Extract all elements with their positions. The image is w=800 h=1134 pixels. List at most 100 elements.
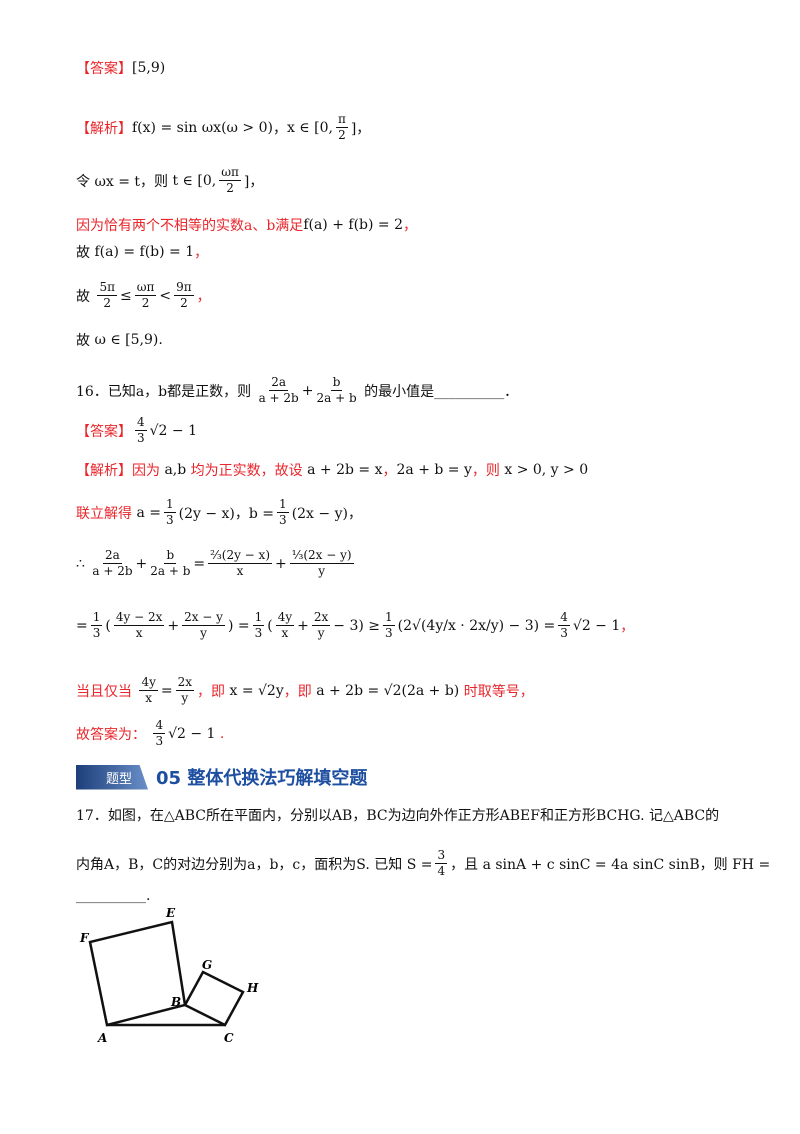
- denominator: 2: [226, 181, 234, 195]
- text-line: __________.: [76, 888, 150, 904]
- numerator: 5π: [97, 280, 117, 296]
- text-segment: <: [159, 287, 172, 304]
- text-segment: ) =: [227, 617, 250, 634]
- denominator: 3: [137, 431, 145, 445]
- numerator: 4: [135, 415, 147, 431]
- text-segment: a + 2b = x: [307, 462, 383, 478]
- numerator: 2a: [103, 548, 122, 564]
- text-segment: 内角A，B，C的对边分别为a，b，c，面积为S. 已知 S =: [76, 856, 433, 873]
- fraction: 4y x: [275, 610, 295, 641]
- heading-title: 05 整体代换法巧解填空题: [156, 768, 368, 789]
- numerator: 3: [435, 848, 448, 864]
- numerator: 2x: [175, 675, 195, 691]
- numerator: 9π: [174, 280, 194, 296]
- text-line: 故答案为： 4 3 √2 − 1 .: [76, 718, 224, 749]
- denominator: 3: [385, 626, 393, 640]
- text-segment: .: [215, 725, 225, 742]
- text-line: 因为恰有两个不相等的实数a、b满足 f(a) + f(b) = 2，: [76, 215, 417, 235]
- denominator: 3: [165, 513, 174, 527]
- denominator: x: [145, 691, 153, 705]
- text-segment: ，即: [283, 683, 317, 700]
- text-segment: f(a) + f(b) = 2: [303, 217, 404, 233]
- text-segment: a,b: [164, 462, 187, 478]
- fraction: 4y − 2x x: [113, 610, 165, 641]
- text-segment: 时取等号，: [459, 683, 534, 700]
- numerator: 1: [383, 610, 395, 626]
- text-segment: 故: [76, 288, 95, 305]
- fraction: 2a a + 2b: [92, 548, 132, 579]
- text-segment: 17．如图，在△ABC所在平面内，分别以AB，BC为边向外作正方形ABEF和正方…: [76, 808, 720, 824]
- text-segment: (2x − y)，: [291, 505, 362, 522]
- point-label: F: [79, 931, 90, 945]
- numerator: ωπ: [219, 165, 241, 181]
- denominator: 3: [560, 626, 568, 640]
- text-segment: ]，: [243, 173, 264, 190]
- text-segment: =: [193, 555, 206, 572]
- denominator: 3: [155, 734, 164, 748]
- numerator: 1: [252, 610, 265, 626]
- text-segment: t ∈ [0,: [172, 172, 217, 189]
- text-segment: x > 0, y > 0: [504, 462, 589, 478]
- numerator: 4: [558, 610, 570, 626]
- fraction: ωπ 2: [219, 165, 241, 196]
- fraction: b 2a + b: [316, 375, 356, 406]
- text-segment: 【答案】: [76, 61, 132, 77]
- text-segment: 【解析】: [76, 120, 132, 137]
- text-line: 联立解得 a = 1 3 (2y − x)，b = 1 3 (2x − y)，: [76, 497, 362, 528]
- fraction: b 2a + b: [150, 548, 190, 579]
- text-line: ∴ 2a a + 2b + b 2a + b = ⅔(2y − x) x + ⅓(2x − y) y: [76, 548, 357, 579]
- text-segment: a =: [136, 504, 161, 521]
- numerator: ⅓(2x − y): [289, 548, 354, 564]
- text-segment: ∴: [76, 555, 90, 572]
- text-segment: √2 − 1: [572, 617, 621, 634]
- text-line: 故 f(a) = f(b) = 1，: [76, 242, 208, 262]
- text-segment: (: [267, 617, 273, 634]
- text-segment: 故答案为：: [76, 726, 151, 743]
- text-line: 17．如图，在△ABC所在平面内，分别以AB，BC为边向外作正方形ABEF和正方…: [76, 805, 719, 825]
- text-segment: √2 − 1: [149, 422, 198, 439]
- text-segment: 【答案】: [76, 423, 132, 440]
- text-segment: +: [135, 555, 148, 572]
- denominator: 2: [141, 296, 150, 310]
- fraction: 2x y: [311, 610, 331, 641]
- point-label: B: [170, 995, 181, 1009]
- text-line: 16．已知a，b都是正数，则 2a a + 2b + b 2a + b 的最小值是___…: [76, 375, 518, 406]
- text-segment: f(a) = f(b) = 1: [94, 244, 195, 260]
- text-line: 【解析】因为 a,b 均为正实数，故设 a + 2b = x， 2a + b = …: [76, 460, 588, 480]
- text-segment: [5,9): [132, 60, 166, 76]
- denominator: 4: [437, 864, 446, 878]
- denominator: 3: [92, 626, 101, 640]
- text-segment: 令 ωx = t，则: [76, 173, 173, 190]
- text-segment: +: [297, 617, 309, 634]
- text-line: 当且仅当 4y x = 2x y ，即 x = √2y ，即 a + 2b = √2(2a …: [76, 675, 534, 706]
- text-segment: ，: [272, 120, 287, 137]
- numerator: b: [330, 375, 343, 391]
- point-label: A: [97, 1031, 107, 1045]
- text-segment: x ∈ [0,: [286, 119, 333, 136]
- denominator: a + 2b: [258, 391, 299, 405]
- text-segment: 故: [76, 333, 95, 349]
- denominator: y: [318, 564, 326, 578]
- text-line: 故 5π 2 ≤ ωπ 2 <9π 2，: [76, 280, 211, 311]
- denominator: x: [236, 564, 244, 578]
- text-segment: +: [275, 555, 287, 572]
- denominator: 2: [103, 296, 112, 310]
- denominator: 2a + b: [316, 391, 357, 405]
- denominator: y: [200, 626, 207, 640]
- denominator: x: [281, 626, 289, 640]
- section-heading: 题型 05 整体代换法巧解填空题: [76, 764, 367, 790]
- text-segment: =: [160, 682, 173, 699]
- text-segment: 2a + b = y: [396, 462, 472, 478]
- text-line: 故 ω ∈ [5,9).: [76, 330, 163, 350]
- text-segment: √2 − 1: [168, 725, 216, 742]
- fraction: 9π 2: [174, 280, 194, 311]
- numerator: ωπ: [134, 280, 157, 296]
